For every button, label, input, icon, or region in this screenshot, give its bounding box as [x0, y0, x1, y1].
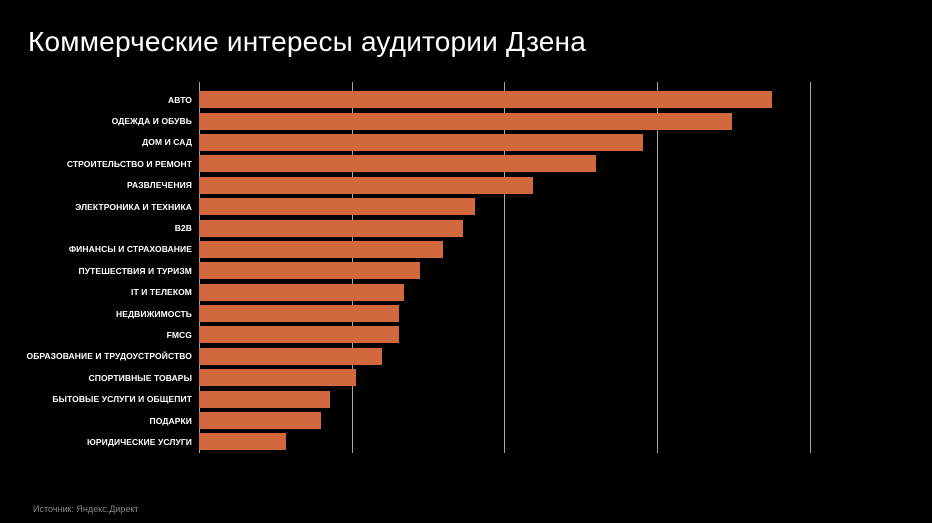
- bar-row: СТРОИТЕЛЬСТВО И РЕМОНТ: [0, 153, 932, 174]
- bar-row: НЕДВИЖИМОСТЬ: [0, 303, 932, 324]
- bar-track: [199, 240, 932, 258]
- category-label: ЮРИДИЧЕСКИЕ УСЛУГИ: [86, 436, 192, 447]
- bar-track: [199, 412, 932, 430]
- bar-track: [199, 433, 932, 451]
- bar-track: [199, 155, 932, 173]
- bar-row: IT И ТЕЛЕКОМ: [0, 282, 932, 303]
- bar-track: [199, 133, 932, 151]
- bar: [199, 91, 772, 109]
- bar-row: АВТО: [0, 89, 932, 110]
- category-label: ОБРАЗОВАНИЕ И ТРУДОУСТРОЙСТВО: [26, 351, 192, 362]
- bar-row: ОДЕЖДА И ОБУВЬ: [0, 110, 932, 131]
- bar: [199, 369, 357, 387]
- category-label: БЫТОВЫЕ УСЛУГИ И ОБЩЕПИТ: [52, 394, 192, 405]
- category-label: ФИНАНСЫ И СТРАХОВАНИЕ: [68, 244, 192, 255]
- bar-track: [199, 198, 932, 216]
- bar-row: ДОМ И САД: [0, 132, 932, 153]
- bar: [199, 433, 287, 451]
- gridline: [504, 82, 506, 453]
- category-label: IT И ТЕЛЕКОМ: [131, 287, 192, 298]
- bar-track: [199, 91, 932, 109]
- bar: [199, 326, 400, 344]
- bar: [199, 412, 322, 430]
- bar: [199, 198, 476, 216]
- bar-track: [199, 112, 932, 130]
- bar: [199, 347, 383, 365]
- category-label: НЕДВИЖИМОСТЬ: [115, 308, 192, 319]
- source-note: Источник: Яндекс.Директ: [33, 504, 139, 514]
- bar-row: B2B: [0, 217, 932, 238]
- gridline: [657, 82, 659, 453]
- bar-track: [199, 390, 932, 408]
- bar-chart: АВТО ОДЕЖДА И ОБУВЬ ДОМ И САД СТРОИТЕЛЬСТВО…: [0, 82, 932, 455]
- bar: [199, 133, 644, 151]
- bar-track: [199, 347, 932, 365]
- bar-row: ЭЛЕКТРОНИКА И ТЕХНИКА: [0, 196, 932, 217]
- bar: [199, 283, 404, 301]
- bar-track: [199, 219, 932, 237]
- bar-row: РАЗВЛЕЧЕНИЯ: [0, 175, 932, 196]
- category-label: ДОМ И САД: [142, 137, 192, 148]
- bar-track: [199, 369, 932, 387]
- bar: [199, 155, 597, 173]
- bar-row: FMCG: [0, 324, 932, 345]
- bar: [199, 262, 421, 280]
- bar-row: ПОДАРКИ: [0, 410, 932, 431]
- bar: [199, 240, 444, 258]
- bar-row: ЮРИДИЧЕСКИЕ УСЛУГИ: [0, 431, 932, 452]
- category-label: B2B: [174, 223, 192, 234]
- category-label: СТРОИТЕЛЬСТВО И РЕМОНТ: [66, 158, 192, 169]
- bar-track: [199, 283, 932, 301]
- bar: [199, 305, 400, 323]
- bar-row: ПУТЕШЕСТВИЯ И ТУРИЗМ: [0, 260, 932, 281]
- bar-row: ОБРАЗОВАНИЕ И ТРУДОУСТРОЙСТВО: [0, 346, 932, 367]
- category-label: ПУТЕШЕСТВИЯ И ТУРИЗМ: [78, 265, 192, 276]
- category-label: FMCG: [166, 329, 192, 340]
- category-label: ЭЛЕКТРОНИКА И ТЕХНИКА: [75, 201, 192, 212]
- category-label: ОДЕЖДА И ОБУВЬ: [111, 116, 192, 127]
- bar-track: [199, 305, 932, 323]
- bar-track: [199, 262, 932, 280]
- bar-row: СПОРТИВНЫЕ ТОВАРЫ: [0, 367, 932, 388]
- page-title: Коммерческие интересы аудитории Дзена: [28, 26, 586, 57]
- bar: [199, 219, 464, 237]
- bar-row: ФИНАНСЫ И СТРАХОВАНИЕ: [0, 239, 932, 260]
- bar-track: [199, 326, 932, 344]
- bar: [199, 112, 732, 130]
- category-label: АВТО: [168, 94, 192, 105]
- bar: [199, 176, 534, 194]
- bar-row: БЫТОВЫЕ УСЛУГИ И ОБЩЕПИТ: [0, 388, 932, 409]
- category-label: ПОДАРКИ: [149, 415, 192, 426]
- bar-rows: АВТО ОДЕЖДА И ОБУВЬ ДОМ И САД СТРОИТЕЛЬСТВО…: [0, 89, 932, 453]
- bar-track: [199, 176, 932, 194]
- bar: [199, 390, 331, 408]
- gridline: [809, 82, 811, 453]
- category-label: СПОРТИВНЫЕ ТОВАРЫ: [88, 372, 192, 383]
- category-label: РАЗВЛЕЧЕНИЯ: [126, 180, 192, 191]
